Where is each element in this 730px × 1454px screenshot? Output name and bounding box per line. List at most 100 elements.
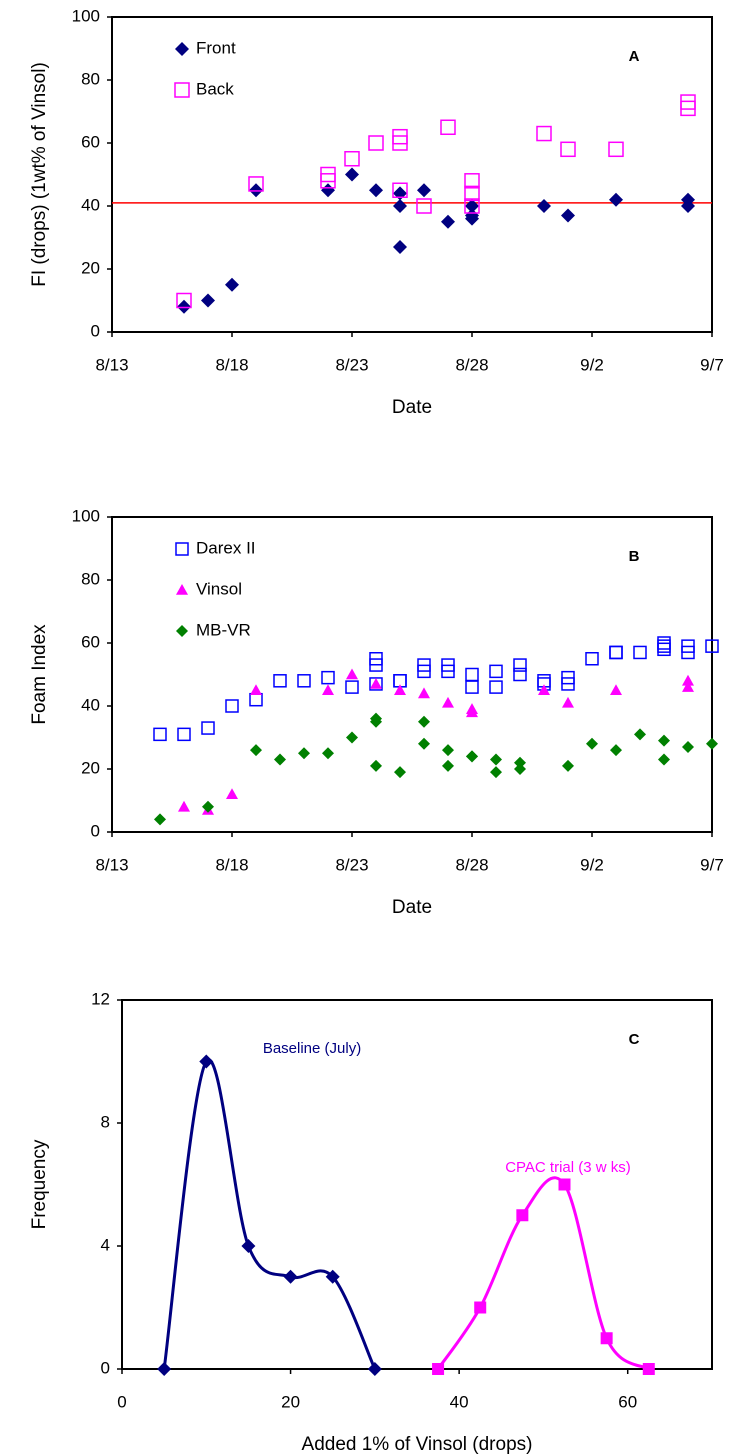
legend-label: Front — [196, 38, 236, 57]
triangle-marker — [418, 687, 430, 699]
diamond-marker — [394, 766, 406, 779]
diamond-marker — [393, 239, 407, 254]
square-marker — [153, 727, 167, 742]
y-tick-label: 12 — [91, 989, 110, 1008]
diamond-marker — [514, 763, 526, 775]
square-marker — [558, 1178, 571, 1191]
diamond-marker — [441, 214, 455, 229]
square-marker — [175, 542, 189, 556]
square-marker — [441, 664, 455, 679]
diamond-marker — [393, 186, 407, 201]
square-marker — [432, 1363, 445, 1375]
square-marker — [705, 639, 719, 653]
diamond-marker — [176, 625, 188, 637]
triangle-marker — [176, 584, 188, 595]
square-marker — [609, 645, 623, 660]
y-tick-label: 60 — [81, 132, 100, 151]
y-tick-label: 40 — [81, 695, 100, 714]
square-marker — [489, 664, 503, 679]
y-tick-label: 20 — [81, 758, 100, 777]
square-marker — [464, 185, 480, 202]
diamond-marker — [609, 192, 623, 207]
triangle-marker — [538, 684, 550, 696]
diamond-marker — [465, 208, 479, 223]
legend-label: MB-VR — [196, 620, 251, 639]
x-tick-label: 8/23 — [335, 855, 368, 874]
square-marker — [417, 658, 431, 672]
triangle-marker — [250, 684, 262, 696]
y-tick-label: 100 — [72, 506, 100, 525]
square-marker — [273, 674, 287, 688]
y-axis-title: Foam Index — [29, 624, 50, 725]
square-marker — [174, 82, 190, 98]
x-tick-label: 9/7 — [700, 355, 724, 374]
diamond-marker — [466, 750, 478, 763]
diamond-marker — [241, 1239, 256, 1253]
square-marker — [561, 677, 575, 691]
x-tick-label: 20 — [281, 1392, 300, 1411]
diamond-marker — [370, 759, 382, 772]
diamond-marker — [322, 747, 334, 760]
diamond-marker — [225, 277, 239, 292]
square-marker — [513, 658, 527, 672]
diamond-marker — [201, 293, 215, 308]
square-marker — [516, 1209, 529, 1222]
diamond-marker — [682, 740, 694, 753]
diamond-marker — [175, 42, 189, 56]
x-axis-title: Added 1% of Vinsol (drops) — [302, 1434, 533, 1454]
x-tick-label: 8/18 — [215, 355, 248, 374]
diamond-marker — [681, 199, 695, 213]
diamond-marker — [154, 813, 166, 826]
diamond-marker — [658, 753, 670, 766]
triangle-marker — [346, 668, 358, 680]
series-label: Baseline (July) — [263, 1040, 361, 1057]
y-tick-label: 0 — [91, 821, 100, 840]
diamond-marker — [561, 208, 575, 223]
square-marker — [465, 680, 479, 694]
square-marker — [585, 652, 599, 666]
triangle-marker — [466, 706, 478, 718]
y-axis-title: FI (drops) (1wt% of Vinsol) — [29, 62, 50, 287]
square-marker — [513, 667, 527, 682]
diamond-marker — [514, 756, 526, 769]
diamond-marker — [345, 167, 359, 182]
plot-area — [111, 16, 713, 333]
square-marker — [177, 727, 191, 742]
y-tick-label: 40 — [81, 195, 100, 214]
panel-label: C — [629, 1031, 640, 1048]
y-tick-label: 80 — [81, 69, 100, 88]
diamond-marker — [417, 183, 431, 198]
y-tick-label: 8 — [101, 1112, 110, 1131]
triangle-marker — [682, 681, 694, 692]
y-tick-label: 0 — [91, 321, 100, 340]
diamond-marker — [610, 744, 622, 757]
triangle-marker — [682, 674, 694, 686]
triangle-marker — [610, 684, 622, 696]
y-tick-label: 20 — [81, 258, 100, 277]
diamond-marker — [283, 1269, 298, 1284]
triangle-marker — [226, 788, 238, 799]
x-tick-label: 8/13 — [95, 355, 128, 374]
y-tick-label: 100 — [72, 6, 100, 25]
square-marker — [609, 645, 623, 660]
x-axis-title: Date — [392, 897, 432, 918]
square-marker — [392, 135, 408, 151]
square-marker — [392, 182, 408, 198]
diamond-marker — [706, 737, 718, 750]
square-marker — [248, 176, 264, 192]
square-marker — [464, 173, 480, 189]
square-marker — [249, 692, 263, 707]
x-tick-label: 40 — [450, 1392, 469, 1411]
square-marker — [536, 125, 552, 142]
legend-label: Vinsol — [196, 579, 242, 598]
triangle-marker — [394, 684, 406, 696]
x-axis-title: Date — [392, 397, 432, 418]
diamond-marker — [199, 1054, 214, 1069]
square-marker — [642, 1363, 655, 1375]
square-marker — [225, 699, 239, 713]
series-line — [436, 1176, 650, 1371]
square-marker — [633, 645, 647, 660]
x-tick-label: 9/2 — [580, 855, 604, 874]
